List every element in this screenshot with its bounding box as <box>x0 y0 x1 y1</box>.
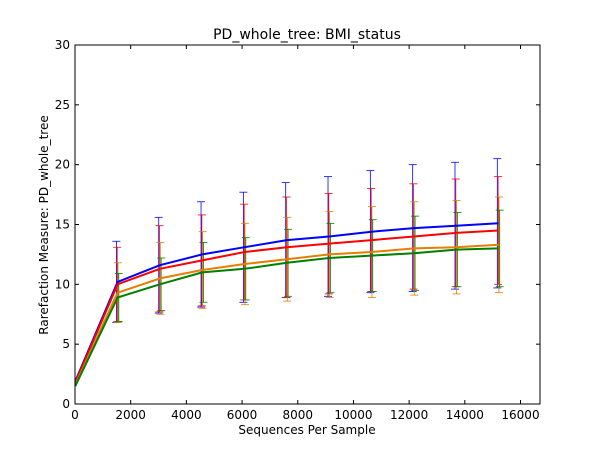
series-line <box>74 229 499 383</box>
y-tick-label: 0 <box>62 397 70 411</box>
x-tick-label: 4000 <box>171 408 202 422</box>
series-line <box>74 247 499 387</box>
x-tick-label: 8000 <box>282 408 313 422</box>
y-tick-label: 10 <box>55 277 70 291</box>
series-line <box>74 222 499 382</box>
series-line <box>74 243 499 386</box>
y-tick-label: 30 <box>55 38 70 52</box>
y-tick-label: 25 <box>55 98 70 112</box>
x-tick-label: 14000 <box>446 408 484 422</box>
x-axis-label: Sequences Per Sample <box>238 423 375 437</box>
y-axis-label: Rarefaction Measure: PD_whole_tree <box>37 115 51 334</box>
x-tick-label: 12000 <box>390 408 428 422</box>
chart-title: PD_whole_tree: BMI_status <box>213 27 401 43</box>
x-tick-label: 2000 <box>115 408 146 422</box>
x-tick-label: 6000 <box>227 408 258 422</box>
y-tick-label: 20 <box>55 158 70 172</box>
axis-ticks: 0 2000 4000 6000 8000 10000 12000 14000 16000 0 5 1… <box>55 38 540 422</box>
plot-area <box>74 158 504 387</box>
y-tick-label: 15 <box>55 218 70 232</box>
x-tick-label: 10000 <box>334 408 372 422</box>
x-tick-label: 0 <box>71 408 79 422</box>
x-tick-label: 16000 <box>501 408 539 422</box>
y-tick-label: 5 <box>62 337 70 351</box>
